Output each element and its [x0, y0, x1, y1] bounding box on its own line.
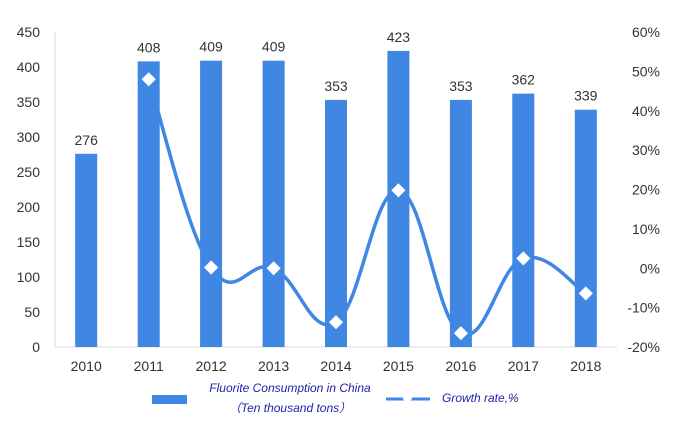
right-axis-ticks: -20% -10% 0% 10% 20% 30% 40% 50% 60%	[627, 24, 660, 355]
right-axis-tick-label: -20%	[627, 339, 660, 355]
legend-line-label: Growth rate,%	[442, 391, 519, 405]
left-axis-tick-label: 0	[32, 339, 40, 355]
bar-2010	[75, 154, 97, 347]
left-axis-tick-label: 150	[17, 234, 41, 250]
bar-label-2011: 408	[137, 39, 161, 55]
bar-label-2018: 339	[574, 88, 598, 104]
right-axis-tick-label: -10%	[627, 300, 660, 316]
left-axis-tick-label: 100	[17, 269, 41, 285]
x-axis-tick-label: 2016	[445, 358, 476, 374]
x-axis-tick-label: 2010	[71, 358, 102, 374]
left-axis-tick-label: 300	[17, 129, 41, 145]
x-axis-tick-label: 2017	[508, 358, 539, 374]
left-axis-ticks: 0 50 100 150 200 250 300 350 400 450	[17, 24, 41, 355]
bar-label-2010: 276	[75, 132, 99, 148]
left-axis-tick-label: 200	[17, 199, 41, 215]
left-axis-tick-label: 350	[17, 94, 41, 110]
legend-bar-swatch	[152, 395, 187, 404]
x-axis-tick-label: 2015	[383, 358, 414, 374]
bar-2014	[325, 100, 347, 347]
right-axis-tick-label: 0%	[640, 260, 660, 276]
right-axis-tick-label: 30%	[632, 142, 660, 158]
bar-label-2017: 362	[512, 72, 536, 88]
bar-label-2015: 423	[387, 29, 411, 45]
right-axis-tick-label: 60%	[632, 24, 660, 40]
x-axis-tick-label: 2011	[134, 358, 164, 374]
legend-bar-label-line1: Fluorite Consumption in China	[209, 381, 371, 395]
bar-label-2013: 409	[262, 39, 286, 55]
bar-label-2012: 409	[199, 39, 223, 55]
bar-2018	[575, 110, 597, 347]
left-axis-tick-label: 450	[17, 24, 41, 40]
bar-2016	[450, 100, 472, 347]
x-axis-ticks: 2010 2011 2012 2013 2014 2015 2016 2017 2018	[71, 358, 602, 374]
right-axis-tick-label: 40%	[632, 103, 660, 119]
x-axis-tick-label: 2014	[320, 358, 351, 374]
bar-2017	[512, 94, 534, 347]
left-axis-tick-label: 50	[24, 304, 40, 320]
right-axis-tick-label: 10%	[632, 221, 660, 237]
x-axis-tick-label: 2013	[258, 358, 289, 374]
legend-line-marker	[403, 394, 413, 404]
x-axis-tick-label: 2012	[196, 358, 227, 374]
bar-2012	[200, 61, 222, 347]
legend: Fluorite Consumption in China （Ten thous…	[152, 381, 519, 415]
x-axis-tick-label: 2018	[570, 358, 601, 374]
right-axis-tick-label: 50%	[632, 63, 660, 79]
left-axis-tick-label: 400	[17, 59, 41, 75]
bar-label-2014: 353	[324, 78, 348, 94]
bar-label-2016: 353	[449, 78, 473, 94]
bar-2015	[387, 51, 409, 347]
legend-bar-label-line2: （Ten thousand tons）	[229, 401, 351, 415]
left-axis-tick-label: 250	[17, 164, 41, 180]
bar-2013	[263, 61, 285, 347]
right-axis-tick-label: 20%	[632, 182, 660, 198]
